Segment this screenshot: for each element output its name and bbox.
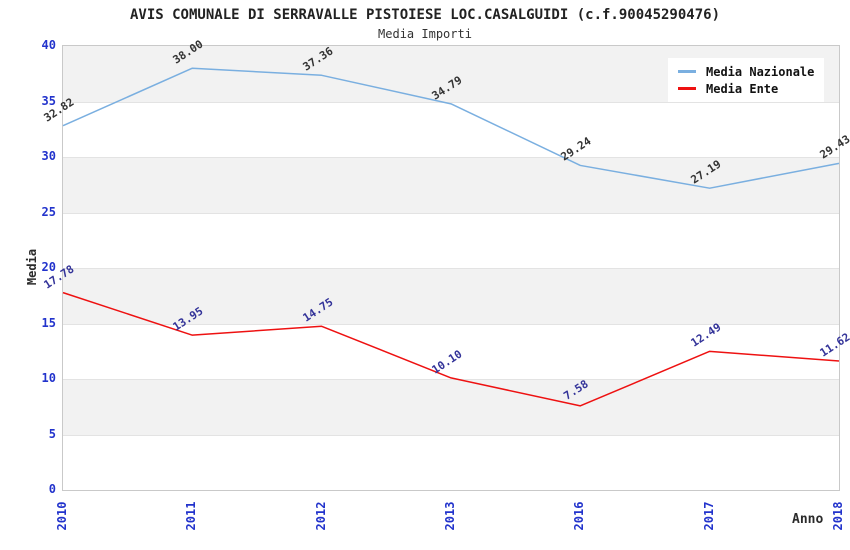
y-tick-label: 30: [41, 149, 56, 163]
x-tick-label: 2018: [831, 501, 845, 531]
x-tick-label: 2012: [313, 501, 328, 531]
gridline: [63, 101, 839, 103]
legend-item: Media Ente: [678, 80, 814, 97]
plot-band: [63, 101, 839, 157]
legend-label: Media Ente: [706, 81, 779, 96]
gridline: [63, 212, 839, 214]
gridline: [63, 434, 839, 436]
x-tick-label: 2017: [701, 501, 716, 531]
y-tick-label: 25: [41, 204, 56, 219]
gridline: [63, 157, 839, 158]
y-tick-label: 15: [41, 315, 56, 330]
y-tick-label: 35: [41, 93, 56, 108]
y-tick-label: 40: [41, 38, 56, 52]
x-axis-label: Anno: [792, 512, 824, 527]
series-lines: [62, 67, 840, 407]
legend-swatch-icon: [678, 87, 696, 90]
x-tick-label: 2010: [55, 501, 69, 531]
legend-item: Media Nazionale: [678, 63, 814, 80]
y-tick-label: 20: [41, 260, 56, 274]
y-tick-label: 10: [41, 371, 56, 385]
legend-label: Media Nazionale: [706, 64, 815, 79]
plot-band: [63, 268, 839, 324]
plot-area: [62, 45, 840, 491]
gridline: [63, 323, 839, 325]
y-tick-label: 5: [48, 426, 56, 441]
legend: Media Nazionale Media Ente: [668, 58, 825, 102]
series-line-media-nazionale: [62, 67, 840, 189]
chart-subtitle: Media Importi: [378, 27, 472, 41]
x-tick-label: 2011: [184, 501, 199, 531]
plot-band: [63, 379, 839, 435]
series-line-media-ente: [62, 291, 840, 407]
gridline: [63, 268, 839, 269]
plot-band: [63, 212, 839, 268]
gridline: [63, 379, 839, 380]
x-tick-label: 2016: [572, 501, 587, 531]
plot-band: [63, 434, 839, 490]
plot-band: [63, 157, 839, 213]
chart-title: AVIS COMUNALE DI SERRAVALLE PISTOIESE LO…: [129, 7, 720, 23]
y-tick-label: 0: [48, 482, 56, 496]
legend-swatch-icon: [678, 70, 696, 73]
x-tick-label: 2013: [443, 501, 457, 531]
